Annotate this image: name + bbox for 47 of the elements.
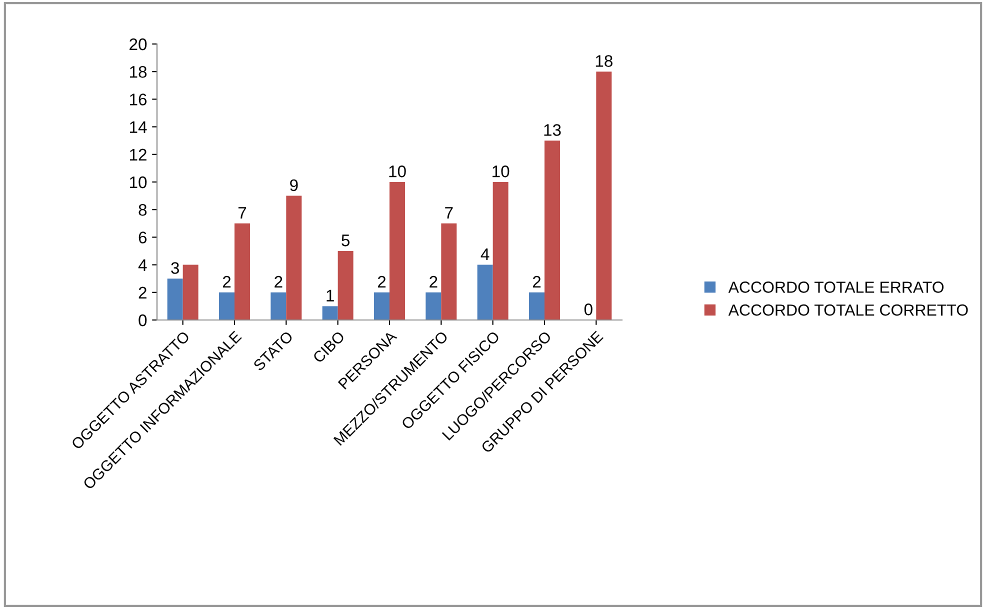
bar	[492, 182, 508, 320]
bar	[286, 196, 302, 320]
y-tick-label: 6	[138, 232, 147, 244]
bar	[390, 182, 405, 320]
data-label: 1	[326, 290, 334, 302]
y-tick-label: 8	[138, 204, 147, 216]
y-tick-label: 16	[130, 94, 147, 106]
bar	[219, 292, 234, 320]
data-label: 2	[430, 276, 438, 288]
data-label: 7	[238, 207, 246, 219]
data-label: 10	[492, 166, 510, 178]
y-tick-label: 10	[130, 176, 147, 188]
y-tick-label: 18	[130, 66, 147, 78]
y-tick-label: 20	[130, 38, 147, 50]
bar	[374, 292, 390, 320]
bar	[167, 278, 183, 320]
y-tick-label: 14	[130, 121, 147, 133]
data-label: 9	[290, 179, 298, 192]
bar	[529, 292, 544, 320]
bar	[441, 223, 457, 320]
bar	[322, 306, 338, 320]
bar	[477, 264, 493, 320]
data-label: 7	[445, 207, 453, 219]
data-label: 13	[544, 124, 561, 136]
data-label: 10	[389, 166, 406, 178]
y-tick-label: 12	[130, 148, 146, 160]
data-label: 2	[222, 276, 231, 288]
data-label: 2	[532, 276, 541, 288]
legend-label: ACCORDO TOTALE ERRATO	[728, 282, 944, 293]
bar	[596, 72, 612, 320]
bar	[234, 223, 250, 320]
y-tick-label: 2	[138, 286, 146, 298]
y-tick-label: 0	[138, 314, 147, 326]
data-label: 3	[171, 262, 179, 274]
data-label: 2	[378, 276, 386, 288]
data-label: 2	[274, 276, 282, 288]
data-label: 0	[584, 304, 592, 316]
bar	[338, 251, 354, 320]
data-label: 18	[596, 55, 612, 67]
bar	[544, 140, 560, 320]
bar	[182, 264, 198, 320]
bar	[426, 292, 442, 320]
data-label: 4	[480, 248, 490, 260]
bar	[270, 292, 286, 320]
data-label: 5	[342, 234, 350, 246]
legend-label: ACCORDO TOTALE CORRETTO	[728, 304, 968, 316]
y-tick-label: 4	[138, 259, 147, 271]
